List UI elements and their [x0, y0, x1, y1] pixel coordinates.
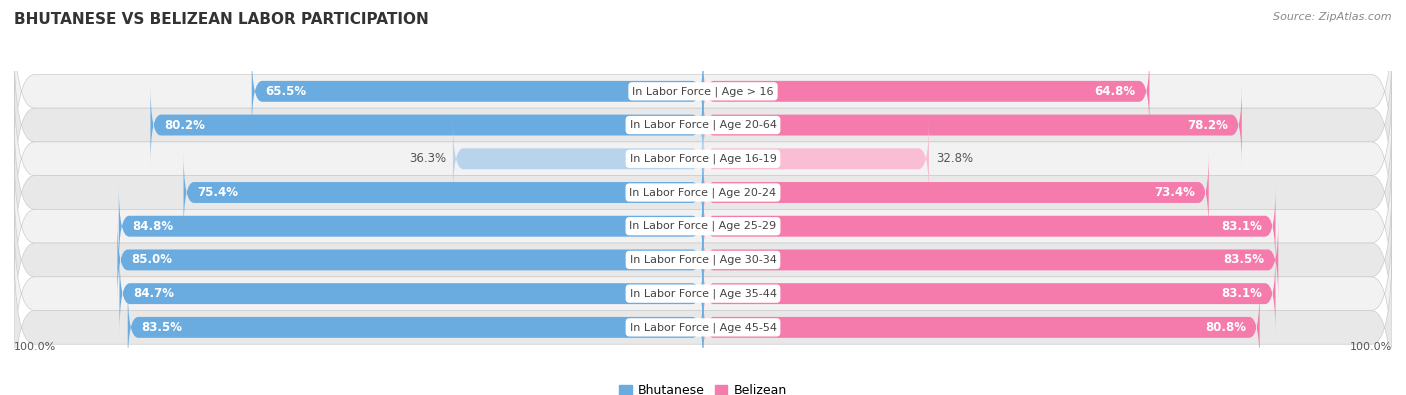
FancyBboxPatch shape: [120, 254, 703, 334]
FancyBboxPatch shape: [703, 118, 929, 199]
Text: Source: ZipAtlas.com: Source: ZipAtlas.com: [1274, 12, 1392, 22]
FancyBboxPatch shape: [14, 41, 1392, 209]
FancyBboxPatch shape: [14, 75, 1392, 243]
Text: 100.0%: 100.0%: [1350, 342, 1392, 352]
FancyBboxPatch shape: [14, 142, 1392, 310]
FancyBboxPatch shape: [703, 287, 1260, 367]
FancyBboxPatch shape: [703, 220, 1278, 300]
FancyBboxPatch shape: [453, 118, 703, 199]
Text: 65.5%: 65.5%: [266, 85, 307, 98]
Text: In Labor Force | Age 35-44: In Labor Force | Age 35-44: [630, 288, 776, 299]
Text: 64.8%: 64.8%: [1094, 85, 1136, 98]
Text: 84.8%: 84.8%: [132, 220, 174, 233]
Text: 80.2%: 80.2%: [165, 118, 205, 132]
Text: In Labor Force | Age 16-19: In Labor Force | Age 16-19: [630, 154, 776, 164]
FancyBboxPatch shape: [150, 85, 703, 165]
FancyBboxPatch shape: [14, 176, 1392, 344]
FancyBboxPatch shape: [703, 51, 1150, 132]
FancyBboxPatch shape: [184, 152, 703, 233]
Text: In Labor Force | Age 30-34: In Labor Force | Age 30-34: [630, 255, 776, 265]
Text: In Labor Force | Age 45-54: In Labor Force | Age 45-54: [630, 322, 776, 333]
FancyBboxPatch shape: [14, 108, 1392, 277]
Text: 83.5%: 83.5%: [1223, 254, 1264, 267]
FancyBboxPatch shape: [703, 85, 1241, 165]
Text: In Labor Force | Age 20-64: In Labor Force | Age 20-64: [630, 120, 776, 130]
Text: 36.3%: 36.3%: [409, 152, 446, 165]
Text: 83.1%: 83.1%: [1220, 287, 1261, 300]
FancyBboxPatch shape: [14, 7, 1392, 176]
FancyBboxPatch shape: [128, 287, 703, 367]
FancyBboxPatch shape: [117, 220, 703, 300]
Text: 83.5%: 83.5%: [142, 321, 183, 334]
Text: 84.7%: 84.7%: [134, 287, 174, 300]
Text: 85.0%: 85.0%: [131, 254, 172, 267]
FancyBboxPatch shape: [252, 51, 703, 132]
Text: 100.0%: 100.0%: [14, 342, 56, 352]
FancyBboxPatch shape: [118, 186, 703, 266]
Text: In Labor Force | Age > 16: In Labor Force | Age > 16: [633, 86, 773, 97]
Text: 80.8%: 80.8%: [1205, 321, 1246, 334]
Text: In Labor Force | Age 25-29: In Labor Force | Age 25-29: [630, 221, 776, 231]
Legend: Bhutanese, Belizean: Bhutanese, Belizean: [614, 379, 792, 395]
Text: In Labor Force | Age 20-24: In Labor Force | Age 20-24: [630, 187, 776, 198]
Text: 75.4%: 75.4%: [197, 186, 239, 199]
Text: 78.2%: 78.2%: [1187, 118, 1227, 132]
FancyBboxPatch shape: [703, 254, 1275, 334]
Text: 73.4%: 73.4%: [1154, 186, 1195, 199]
FancyBboxPatch shape: [703, 152, 1209, 233]
FancyBboxPatch shape: [703, 186, 1275, 266]
Text: 83.1%: 83.1%: [1220, 220, 1261, 233]
FancyBboxPatch shape: [14, 209, 1392, 378]
FancyBboxPatch shape: [14, 243, 1392, 395]
Text: 32.8%: 32.8%: [936, 152, 973, 165]
Text: BHUTANESE VS BELIZEAN LABOR PARTICIPATION: BHUTANESE VS BELIZEAN LABOR PARTICIPATIO…: [14, 12, 429, 27]
